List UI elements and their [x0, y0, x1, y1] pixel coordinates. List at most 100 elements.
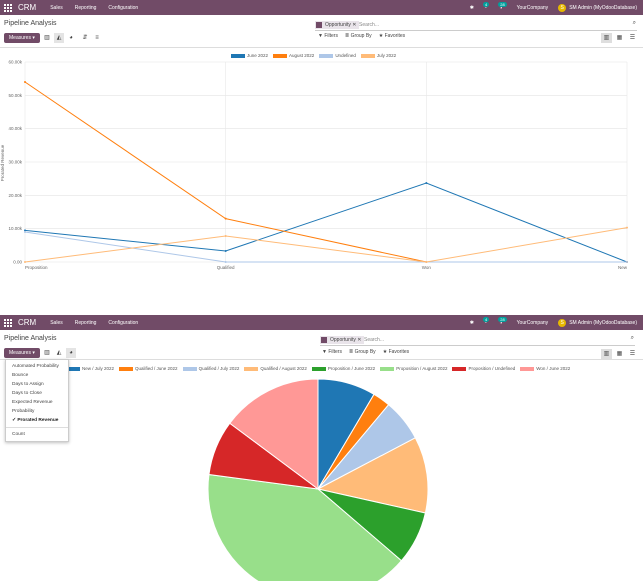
- page-title: Pipeline Analysis: [4, 20, 57, 27]
- menu-divider: [6, 427, 68, 428]
- measure-probability[interactable]: Probability: [12, 409, 35, 414]
- menu-sales[interactable]: Sales: [50, 319, 63, 326]
- bug-icon[interactable]: ✱: [469, 4, 474, 11]
- menu-configuration[interactable]: Configuration: [108, 4, 139, 11]
- legend-label: Undefined: [335, 53, 356, 58]
- pie-view-screen: CRM Sales Reporting Configuration ✱ ◔4 ◑…: [0, 315, 643, 581]
- series-line-undefined[interactable]: [24, 231, 627, 263]
- line-chart-icon[interactable]: ◭: [54, 33, 64, 43]
- data-point-june-2022[interactable]: [224, 250, 227, 252]
- app-brand[interactable]: CRM: [18, 3, 37, 12]
- favorites-button[interactable]: ★ Favorites: [382, 349, 410, 355]
- series-line-july-2022[interactable]: [24, 227, 628, 263]
- measure-automated-probability[interactable]: Automated Probability: [12, 364, 59, 369]
- data-point-july-2022[interactable]: [24, 261, 26, 263]
- menu-configuration[interactable]: Configuration: [108, 319, 139, 326]
- bar-chart-icon[interactable]: ▥: [44, 350, 50, 356]
- series-line-august-2022[interactable]: [24, 81, 627, 263]
- legend-item-qualified-june-2022[interactable]: Qualified / June 2022: [119, 366, 178, 371]
- legend-item-qualified-august-2022[interactable]: Qualified / August 2022: [244, 366, 307, 371]
- legend-item-won-june-2022[interactable]: Won / June 2022: [520, 366, 570, 371]
- data-point-august-2022[interactable]: [224, 217, 227, 220]
- legend-item-proposition-august-2022[interactable]: Proposition / August 2022: [380, 366, 447, 371]
- filters-button[interactable]: ▼ Filters: [318, 33, 338, 39]
- legend-label: July 2022: [376, 53, 397, 58]
- activity-icon[interactable]: ◔4: [482, 1, 490, 11]
- pie-slice-proposition-august-2022[interactable]: [207, 473, 403, 581]
- measure-count[interactable]: Count: [12, 432, 25, 437]
- bar-chart-icon[interactable]: ▥: [44, 35, 50, 41]
- company-switcher[interactable]: YourCompany: [516, 319, 549, 326]
- pie-chart-icon[interactable]: ◕: [69, 35, 73, 41]
- apps-menu-icon[interactable]: [4, 3, 12, 12]
- graph-view-icon[interactable]: ▥: [601, 349, 612, 359]
- legend-item-undefined[interactable]: Undefined: [319, 53, 356, 58]
- legend-swatch: [231, 53, 245, 58]
- control-panel: Pipeline Analysis Measures ▾ ▥ ◭ ◕ Oppor…: [0, 330, 643, 360]
- legend-item-new-july-2022[interactable]: New / July 2022: [66, 366, 114, 371]
- search-icon[interactable]: ⌕: [630, 335, 634, 341]
- sort-descending-icon[interactable]: ⇵: [82, 35, 88, 41]
- data-point-july-2022[interactable]: [425, 261, 428, 263]
- chat-icon[interactable]: ◑28: [498, 316, 507, 326]
- menu-reporting[interactable]: Reporting: [74, 4, 97, 11]
- search-input[interactable]: Search...: [359, 22, 380, 28]
- pie-chart-icon[interactable]: ◕: [66, 348, 76, 358]
- pie-slice-won-june-2022[interactable]: [229, 378, 319, 490]
- x-tick-label: Qualified: [217, 265, 235, 270]
- search-facet[interactable]: Opportunity ✕: [315, 21, 360, 29]
- measure-days-to-assign[interactable]: Days to Assign: [12, 382, 44, 387]
- data-point-july-2022[interactable]: [224, 235, 227, 237]
- search-facet[interactable]: Opportunity ✕: [320, 336, 365, 344]
- series-line-june-2022[interactable]: [24, 182, 628, 263]
- data-point-undefined[interactable]: [24, 231, 26, 233]
- favorites-button[interactable]: ★ Favorites: [378, 33, 406, 39]
- data-point-july-2022[interactable]: [626, 226, 628, 229]
- list-view-icon[interactable]: ☰: [629, 351, 636, 357]
- measure-prorated-revenue[interactable]: ✓ Prorated Revenue: [6, 416, 68, 425]
- pie-slice-qualified-august-2022[interactable]: [316, 437, 429, 514]
- apps-menu-icon[interactable]: [4, 318, 12, 327]
- list-view-icon[interactable]: ☰: [629, 35, 636, 41]
- sort-ascending-icon[interactable]: ≡: [95, 35, 99, 41]
- legend-item-proposition-undefined[interactable]: Proposition / Undefined: [452, 366, 515, 371]
- legend-label: Proposition / June 2022: [327, 366, 376, 371]
- legend-item-proposition-june-2022[interactable]: Proposition / June 2022: [311, 366, 376, 371]
- search-bar[interactable]: Opportunity ✕ Search... ⌕: [315, 20, 637, 31]
- pivot-view-icon[interactable]: ▦: [616, 35, 623, 41]
- data-point-august-2022[interactable]: [24, 81, 26, 83]
- user-menu[interactable]: S SM Admin (MyOdooDatabase): [558, 3, 637, 12]
- filters-button[interactable]: ▼ Filters: [322, 349, 342, 355]
- search-icon[interactable]: ⌕: [632, 20, 636, 26]
- legend-item-june-2022[interactable]: June 2022: [231, 53, 268, 58]
- group-by-button[interactable]: ≣ Group By: [344, 33, 372, 39]
- data-point-june-2022[interactable]: [24, 229, 26, 232]
- activity-icon[interactable]: ◔4: [482, 316, 490, 326]
- favorites-label: Favorites: [388, 349, 410, 355]
- data-point-undefined[interactable]: [626, 261, 628, 263]
- data-point-june-2022[interactable]: [425, 182, 428, 184]
- company-switcher[interactable]: YourCompany: [516, 4, 549, 11]
- menu-sales[interactable]: Sales: [50, 4, 63, 11]
- line-chart-icon[interactable]: ◭: [56, 350, 62, 356]
- menu-reporting[interactable]: Reporting: [74, 319, 97, 326]
- measures-button[interactable]: Measures ▾: [4, 348, 40, 358]
- search-bar[interactable]: Opportunity ✕ Search... ⌕: [320, 335, 635, 346]
- bug-icon[interactable]: ✱: [469, 319, 474, 326]
- legend-item-august-2022[interactable]: August 2022: [273, 53, 314, 58]
- group-by-button[interactable]: ≣ Group By: [348, 349, 376, 355]
- measures-button[interactable]: Measures ▾: [4, 33, 40, 43]
- chat-icon[interactable]: ◑28: [498, 1, 507, 11]
- filters-label: Filters: [328, 349, 342, 355]
- measure-expected-revenue[interactable]: Expected Revenue: [12, 400, 53, 405]
- data-point-undefined[interactable]: [224, 261, 227, 263]
- measure-bounce[interactable]: Bounce: [12, 373, 29, 378]
- search-input[interactable]: Search...: [364, 337, 385, 343]
- pivot-view-icon[interactable]: ▦: [616, 351, 623, 357]
- legend-item-july-2022[interactable]: July 2022: [360, 53, 397, 58]
- user-menu[interactable]: S SM Admin (MyOdooDatabase): [558, 318, 637, 327]
- app-brand[interactable]: CRM: [18, 318, 37, 327]
- graph-view-icon[interactable]: ▥: [601, 33, 612, 43]
- measure-days-to-close[interactable]: Days to Close: [12, 391, 42, 396]
- legend-item-qualified-july-2022[interactable]: Qualified / July 2022: [182, 366, 239, 371]
